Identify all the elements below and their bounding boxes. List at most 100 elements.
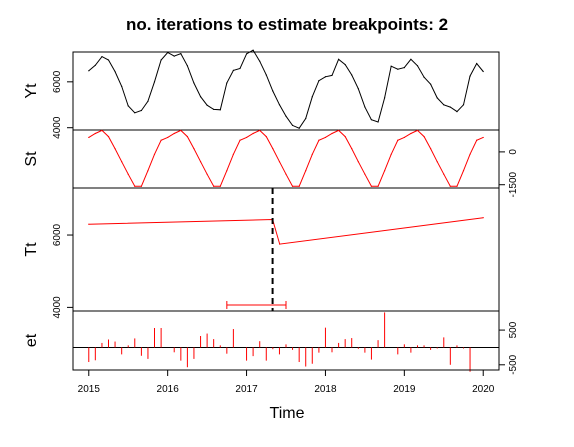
data-point (259, 129, 261, 132)
data-point (173, 55, 175, 57)
data-point (153, 153, 156, 155)
data-point (140, 185, 142, 187)
data-point (285, 115, 287, 117)
data-point (476, 62, 478, 65)
data-point (390, 153, 392, 155)
data-point (324, 76, 327, 78)
data-point (344, 135, 346, 138)
data-point (416, 129, 419, 132)
data-point (88, 136, 90, 139)
data-point (147, 170, 149, 172)
data-point (416, 65, 419, 67)
data-point (285, 173, 287, 175)
x-tick-label: 2019 (393, 384, 416, 395)
series-line-St (88, 129, 484, 187)
data-point (140, 109, 142, 112)
data-point (443, 104, 445, 106)
panel-frame-Yt (72, 51, 500, 131)
data-point (370, 119, 373, 121)
data-point (121, 161, 123, 163)
data-point (206, 173, 208, 175)
data-point (107, 59, 110, 61)
data-point (226, 82, 228, 84)
data-point (134, 112, 136, 114)
data-point (127, 105, 129, 107)
x-tick-label: 2017 (235, 384, 258, 395)
data-point (193, 82, 195, 84)
y-tick-label: 0 (508, 149, 519, 155)
data-point (160, 139, 162, 141)
data-point (403, 136, 405, 139)
data-point (94, 132, 96, 135)
data-point (167, 136, 169, 139)
data-point (160, 59, 162, 61)
data-point (482, 70, 484, 73)
data-point (173, 132, 175, 135)
data-point (199, 161, 202, 163)
data-point (357, 161, 359, 163)
panel-frame-St (72, 129, 500, 189)
data-point (180, 129, 182, 132)
data-point (245, 53, 248, 55)
data-point (462, 104, 465, 106)
data-point (436, 97, 438, 99)
data-point (252, 132, 254, 135)
data-point (456, 111, 458, 113)
data-point (101, 129, 103, 132)
data-point (279, 243, 281, 245)
data-point (423, 76, 425, 78)
data-point (291, 185, 294, 187)
y-tick-label: 4000 (52, 296, 63, 319)
data-point (311, 96, 313, 98)
data-point (206, 104, 208, 106)
data-point (364, 173, 366, 175)
data-point (107, 135, 110, 138)
data-point (272, 148, 274, 150)
data-point (193, 148, 195, 150)
data-point (265, 135, 267, 138)
data-point (338, 58, 340, 60)
x-tick-label: 2018 (314, 384, 337, 395)
x-tick-label: 2020 (472, 384, 495, 395)
data-point (397, 68, 399, 70)
data-point (239, 67, 241, 70)
data-point (423, 135, 425, 138)
data-point (456, 185, 458, 187)
data-point (232, 153, 234, 155)
data-point (239, 139, 241, 141)
panel-St: St -1500 0 (23, 129, 519, 198)
x-tick-label: 2016 (157, 384, 180, 395)
data-point (469, 153, 471, 155)
panel-Yt: Yt 4000 6000 (23, 49, 500, 139)
data-point (377, 121, 379, 123)
data-point (377, 185, 379, 187)
data-point (226, 170, 228, 172)
data-point (265, 74, 267, 76)
data-point (94, 64, 96, 66)
data-point (298, 185, 300, 187)
data-point (469, 75, 471, 77)
series-line-Tt (88, 217, 484, 245)
data-point (324, 136, 327, 139)
data-point (351, 148, 353, 150)
data-point (305, 117, 307, 120)
data-point (443, 173, 445, 175)
panel-label-Yt: Yt (23, 83, 40, 99)
data-point (219, 109, 221, 111)
data-point (482, 136, 484, 139)
data-point (213, 185, 215, 187)
data-point (88, 223, 90, 225)
panel-frame-Tt (72, 187, 500, 312)
data-point (127, 173, 129, 175)
data-point (318, 80, 320, 82)
data-point (384, 170, 386, 172)
data-point (278, 104, 281, 106)
data-point (462, 170, 465, 172)
data-point (390, 65, 392, 67)
data-point (272, 90, 274, 92)
data-point (311, 153, 313, 155)
y-tick-label: 6000 (52, 70, 63, 93)
data-point (476, 139, 478, 141)
data-point (232, 69, 234, 71)
panel-et: et -500 500 (23, 310, 519, 375)
